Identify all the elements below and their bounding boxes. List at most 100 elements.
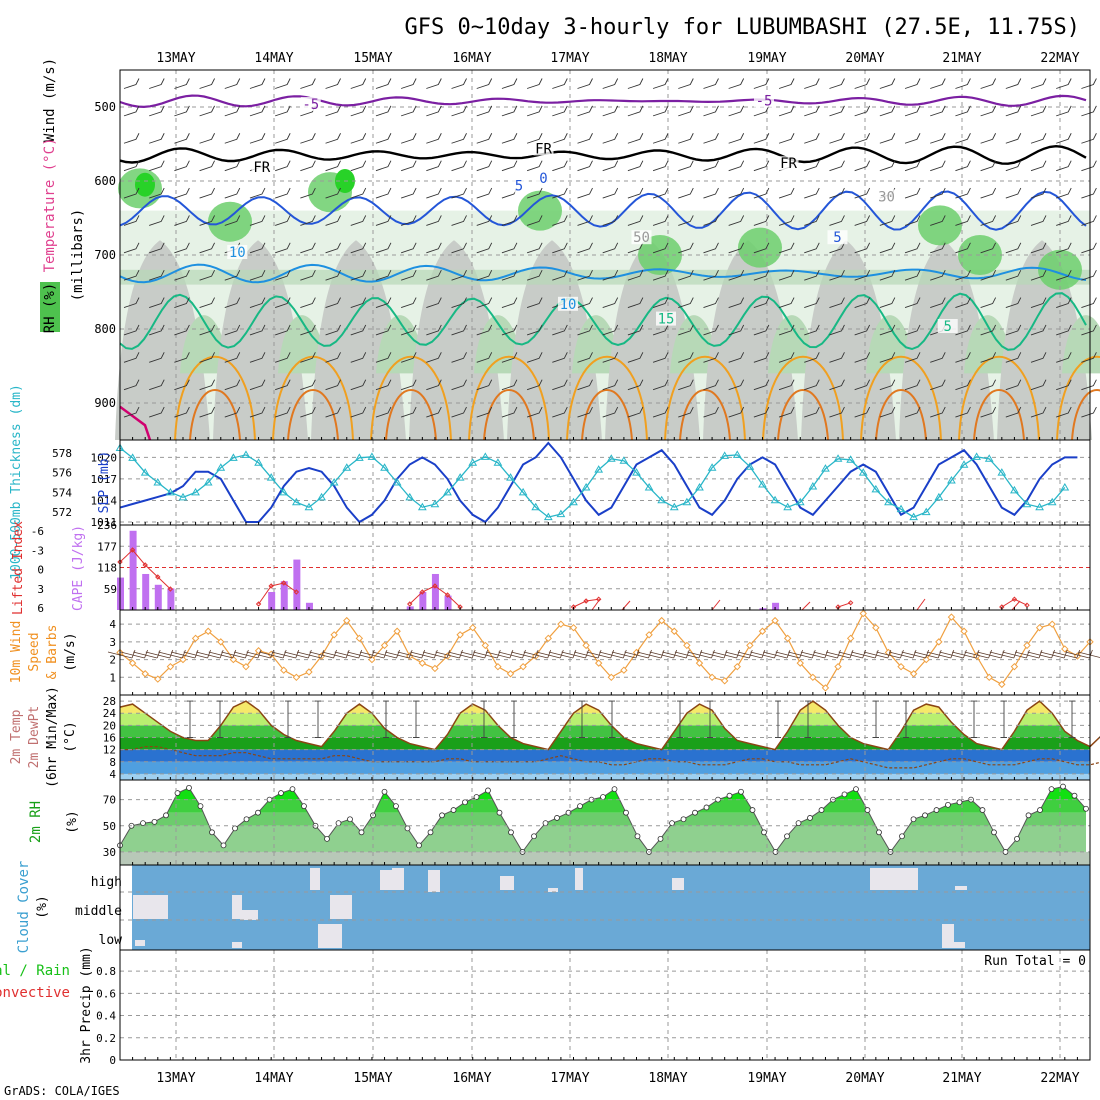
minmax-whisker: [383, 700, 389, 738]
wind-barb: [275, 78, 291, 89]
wind-speed-point: [242, 662, 250, 671]
wind-barb: [879, 269, 896, 281]
wind-speed-point: [179, 655, 187, 664]
wind-barb: [426, 187, 442, 199]
wind-barb-10m: [145, 649, 174, 659]
wind-barb-10m: [788, 649, 816, 659]
wind-barb: [904, 105, 921, 117]
wind-barb: [829, 160, 845, 172]
wind-barb: [879, 133, 896, 144]
wind-barb: [627, 187, 644, 199]
wind-barb: [275, 105, 291, 117]
thickness-point: [417, 502, 427, 511]
wind-barb: [854, 324, 871, 336]
panel-precip: 0.8 0.6 0.4 0.2 0 Run Total = 0: [96, 949, 1091, 1067]
wind-barb: [728, 352, 745, 363]
wind-barb: [602, 379, 619, 391]
wind-barb: [149, 133, 165, 144]
thickness-tick-label: 578: [52, 447, 72, 460]
wind-barb: [652, 352, 669, 363]
rh-point: [600, 794, 606, 800]
wind-barb-10m: [1027, 649, 1055, 659]
wind-speed-point: [708, 673, 716, 681]
thickness-point: [518, 487, 528, 496]
wind-barb: [199, 269, 215, 281]
wind-speed-point: [985, 673, 993, 681]
thickness-point: [166, 487, 175, 496]
wind-barb: [451, 187, 467, 199]
cape-bar: [268, 591, 276, 610]
wind-barb: [879, 297, 896, 308]
wind-barb-10m: [649, 649, 678, 659]
wind-barb: [678, 215, 694, 226]
wind-barb-10m: [120, 649, 148, 659]
wind-barb: [955, 324, 971, 336]
rh-point: [151, 818, 158, 825]
wind-barb: [602, 297, 619, 308]
lifted-index-point: [419, 589, 426, 595]
wind-barb: [829, 297, 845, 308]
wind-speed-point: [695, 659, 704, 667]
wind-barb: [224, 215, 241, 226]
wind-barb: [804, 406, 820, 418]
wind-barb: [930, 297, 946, 308]
wind-barb: [804, 133, 820, 144]
thickness-point: [178, 492, 188, 501]
rh-point: [910, 816, 917, 823]
thickness-tick-label: 576: [52, 467, 72, 480]
rh-point: [1014, 835, 1020, 842]
wind-barb: [678, 133, 694, 144]
rh-shade-gray: [213, 240, 308, 440]
wind-barb: [804, 379, 820, 391]
rh-point: [220, 842, 227, 849]
wind-barb: [778, 105, 795, 117]
wind-speed-point: [519, 662, 527, 671]
wind-barb: [627, 269, 644, 281]
wind-barb: [325, 133, 341, 144]
wind-barb-10m: [460, 649, 489, 659]
wind-barb: [1056, 160, 1072, 172]
date-label-bottom: 15MAY: [353, 1071, 392, 1086]
wind-barb-10m: [548, 649, 577, 659]
precip-tick-label: 0: [109, 1054, 116, 1067]
thickness-point: [191, 487, 200, 496]
cape-tick-label: 118: [97, 562, 117, 575]
wind-barb: [728, 160, 745, 172]
wind-barb: [1056, 379, 1072, 391]
wind-barb: [325, 269, 341, 281]
wind-barb: [703, 215, 719, 226]
rh-point: [1037, 807, 1043, 813]
wind-speed-point: [393, 627, 401, 635]
wind-barb: [224, 160, 241, 172]
lifted-index-line: [837, 602, 851, 608]
cloud-gap: [135, 940, 145, 946]
wind-barb: [199, 133, 215, 144]
wind-barb: [300, 78, 316, 89]
wind-barb: [552, 215, 568, 226]
cloud-level-label: low: [99, 933, 123, 948]
thickness-point: [569, 497, 578, 506]
wind-barb: [652, 187, 669, 199]
wind-barb: [1005, 78, 1022, 89]
wind-barb: [930, 242, 946, 254]
wind-barb: [778, 406, 795, 418]
wind-barb: [199, 160, 215, 172]
rh-shade-dark: [918, 205, 962, 246]
wind-barb: [879, 242, 896, 254]
wind-barb: [426, 242, 442, 254]
wind-barb: [577, 105, 593, 117]
wind-barb: [174, 215, 190, 226]
cloud-cover-unit: (%): [35, 895, 50, 918]
wind-barb: [325, 297, 341, 308]
wind-barb: [375, 105, 392, 117]
wind-tick-label: 2: [109, 654, 116, 667]
rh-point: [163, 812, 169, 819]
wind-barb: [1081, 160, 1097, 172]
wind-barb: [904, 406, 921, 418]
thickness-point: [367, 452, 377, 460]
contour-label-bg: [631, 230, 652, 245]
wind-barb-10m: [926, 649, 955, 659]
thickness-point: [203, 478, 213, 486]
wind-barb: [375, 324, 392, 336]
rh-2m-label: 2m RH: [28, 801, 44, 843]
